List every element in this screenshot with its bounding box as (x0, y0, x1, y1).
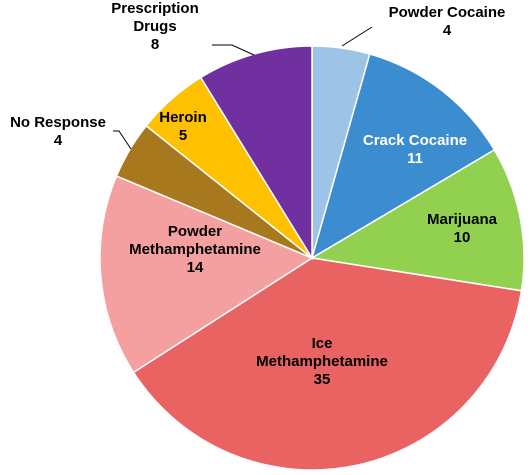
label-name: Marijuana (427, 211, 498, 228)
label-marijuana: Marijuana 10 (427, 211, 498, 246)
leader-lines (113, 26, 373, 150)
label-name: No Response (10, 114, 106, 131)
label-value: 14 (187, 259, 204, 276)
label-powder-cocaine: Powder Cocaine 4 (389, 4, 506, 39)
label-name: Crack Cocaine (363, 132, 467, 149)
label-powder-methamphetamine: Powder Methamphetamine 14 (129, 223, 261, 276)
label-name: Drugs (133, 18, 176, 35)
label-name: Heroin (159, 109, 207, 126)
label-name: Powder Cocaine (389, 4, 506, 21)
leader-line-no-response (113, 130, 132, 150)
leader-line-powder-cocaine (341, 26, 373, 47)
label-name: Powder (168, 223, 222, 240)
label-ice-methamphetamine: Ice Methamphetamine 35 (256, 335, 388, 388)
label-name: Methamphetamine (256, 353, 388, 370)
label-controlled-prescription-drugs: ControlledPrescriptionDrugs8 (111, 0, 199, 53)
label-value: 4 (443, 22, 452, 39)
label-value: 10 (454, 229, 471, 246)
label-name: Methamphetamine (129, 241, 261, 258)
slice-controlled-prescription-drugs (199, 45, 313, 261)
slice-crack-cocaine (310, 53, 496, 260)
label-crack-cocaine: Crack Cocaine 11 (363, 132, 467, 167)
label-name: Ice (312, 335, 333, 352)
slice-marijuana (309, 148, 525, 292)
label-name: Prescription (111, 0, 199, 17)
label-value: 4 (54, 132, 63, 149)
slice-powder-methamphetamine (99, 175, 314, 374)
label-value: 8 (151, 36, 159, 53)
label-value: 11 (407, 150, 423, 167)
label-no-response: No Response 4 (10, 114, 106, 149)
pie-slices (99, 45, 525, 471)
label-value: 5 (179, 127, 187, 144)
label-heroin: Heroin 5 (159, 109, 207, 144)
label-value: 35 (314, 371, 331, 388)
leader-line-controlled-prescription-drugs (212, 44, 255, 56)
